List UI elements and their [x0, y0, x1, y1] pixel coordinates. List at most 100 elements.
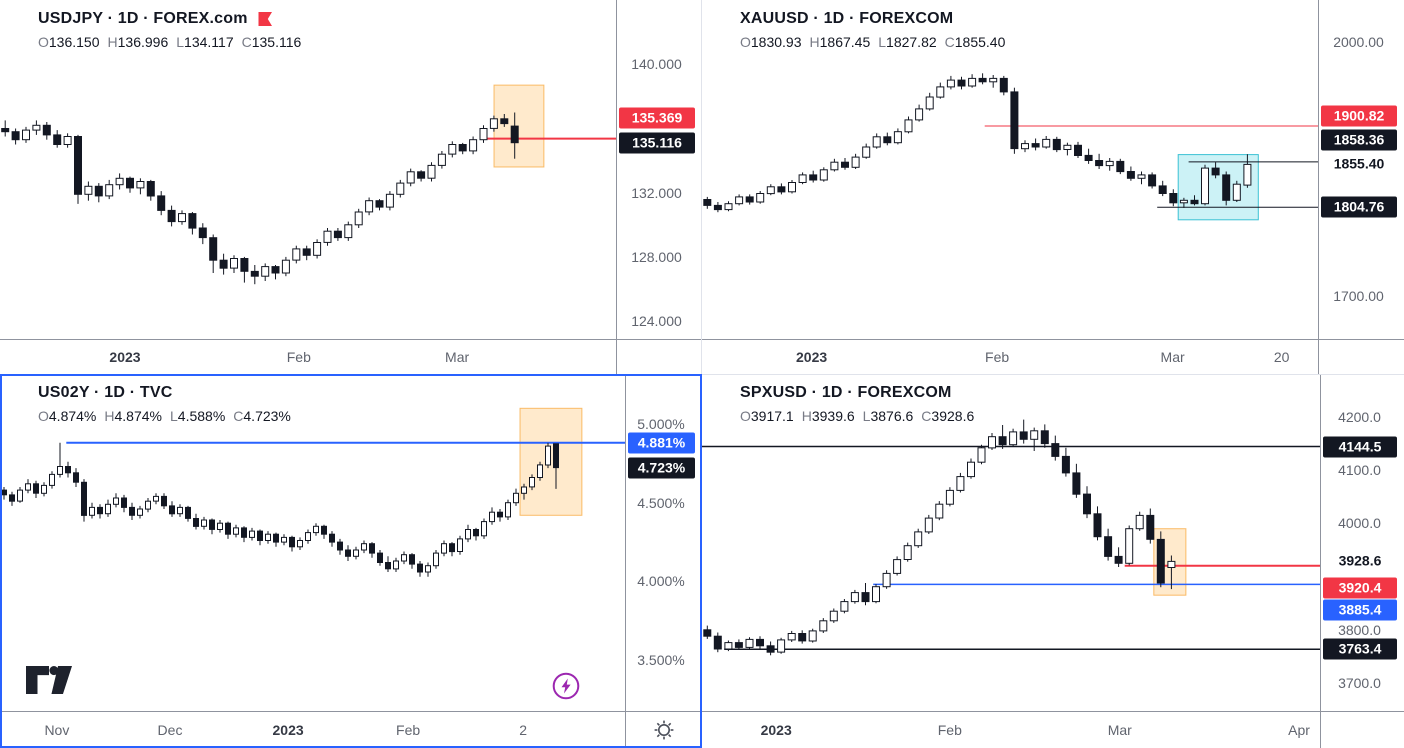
- xauusd-chart-area[interactable]: XAUUSD · 1D · FOREXCOM O 1830.93 H 1867.45…: [702, 0, 1318, 339]
- candle: [1167, 555, 1176, 590]
- candle: [1232, 180, 1241, 202]
- price-badge-white: 1855.40: [1321, 153, 1397, 175]
- price-badge-blue: 3885.4: [1323, 599, 1397, 621]
- candle: [1042, 136, 1051, 149]
- spxusd-axis-corner: [1320, 711, 1404, 748]
- candle: [385, 556, 391, 572]
- flag-icon[interactable]: [257, 11, 273, 27]
- candle: [967, 458, 975, 479]
- candle: [553, 443, 559, 489]
- candle: [113, 493, 119, 508]
- chart-panel-spxusd[interactable]: SPXUSD · 1D · FOREXCOM O 3917.1 H 3939.6 L…: [702, 374, 1404, 748]
- candle: [49, 471, 55, 489]
- candle: [177, 504, 183, 517]
- candle: [1179, 197, 1188, 208]
- xauusd-symbol-title[interactable]: XAUUSD · 1D · FOREXCOM: [740, 10, 954, 27]
- lightning-button[interactable]: [551, 671, 581, 701]
- usdjpy-chart-area[interactable]: USDJPY · 1D · FOREX.com O 136.150 H 136.99…: [0, 0, 616, 339]
- candle: [441, 540, 447, 557]
- ohlc-high-value: 3939.6: [811, 408, 855, 424]
- candle: [713, 202, 722, 213]
- ohlc-low-label: L: [169, 408, 178, 424]
- candle: [137, 505, 143, 519]
- candle: [1072, 463, 1081, 498]
- panel-divider-horizontal[interactable]: [0, 374, 1404, 375]
- price-tick-label: 4100.0: [1338, 462, 1381, 479]
- price-badge-black: 4144.5: [1323, 436, 1397, 457]
- candle: [819, 167, 828, 182]
- candle: [882, 570, 891, 589]
- price-tick-label: 132.000: [631, 184, 682, 201]
- candle: [353, 546, 359, 560]
- candle: [756, 636, 764, 649]
- candle: [257, 529, 263, 546]
- us02y-chart-area[interactable]: US02Y · 1D · TVC O 4.874% H 4.874% L 4.588%…: [0, 374, 625, 711]
- candle: [999, 75, 1008, 96]
- ohlc-close-label: C: [944, 34, 955, 50]
- candle: [129, 502, 135, 520]
- candle: [798, 630, 807, 644]
- ohlc-high-value: 4.874%: [114, 408, 162, 424]
- ohlc-close-label: C: [233, 408, 244, 424]
- candle: [505, 499, 511, 520]
- chart-panel-usdjpy[interactable]: USDJPY · 1D · FOREX.com O 136.150 H 136.99…: [0, 0, 702, 374]
- candle: [417, 561, 423, 577]
- price-badge-red: 3920.4: [1323, 577, 1397, 599]
- candle: [329, 531, 335, 547]
- candle: [851, 153, 860, 169]
- candle: [465, 524, 471, 543]
- candle: [84, 181, 93, 201]
- candle: [1084, 148, 1093, 164]
- ohlc-close-label: C: [921, 408, 932, 424]
- candle: [872, 584, 880, 604]
- candle: [369, 542, 375, 558]
- candle: [9, 491, 15, 506]
- candle: [1126, 166, 1135, 181]
- candle: [1148, 172, 1157, 189]
- gear-icon[interactable]: [653, 719, 675, 741]
- candle: [188, 212, 197, 235]
- ohlc-close-value: 135.116: [251, 34, 302, 50]
- orange-highlight-box[interactable]: [493, 84, 545, 168]
- xauusd-time-axis[interactable]: 2023 Feb Mar 20: [702, 339, 1318, 374]
- spxusd-time-axis[interactable]: 2023 Feb Mar Apr: [702, 711, 1320, 748]
- candle: [241, 526, 247, 543]
- candle: [1061, 447, 1070, 477]
- usdjpy-symbol-title[interactable]: USDJPY · 1D · FOREX.com: [38, 10, 248, 27]
- usdjpy-price-axis[interactable]: 140.000 132.000 128.000 124.000 135.369 135.1…: [616, 0, 702, 339]
- xauusd-price-axis[interactable]: 2000.00 1700.00 1900.82 1858.36 1855.40 1804.…: [1318, 0, 1404, 339]
- candle: [225, 521, 231, 539]
- candle: [11, 128, 20, 145]
- candle: [74, 134, 82, 204]
- time-tick-label: Feb: [985, 349, 1010, 365]
- tradingview-logo-icon[interactable]: [26, 666, 72, 694]
- time-tick-label: 2023: [760, 722, 792, 738]
- ohlc-low-label: L: [176, 34, 185, 50]
- price-badge-black: 1858.36: [1321, 129, 1397, 151]
- price-tick-label: 3700.0: [1338, 675, 1381, 691]
- us02y-symbol-title[interactable]: US02Y · 1D · TVC: [38, 384, 173, 401]
- candle: [337, 538, 343, 555]
- spxusd-chart-area[interactable]: SPXUSD · 1D · FOREXCOM O 3917.1 H 3939.6 L…: [702, 374, 1320, 711]
- price-badge-blue: 4.881%: [628, 432, 695, 454]
- candle: [766, 641, 775, 656]
- price-badge-white: 3928.6: [1323, 550, 1397, 572]
- candle: [998, 425, 1007, 449]
- chart-panel-us02y[interactable]: US02Y · 1D · TVC O 4.874% H 4.874% L 4.588%…: [0, 374, 702, 748]
- price-tick-label: 4200.0: [1338, 409, 1381, 425]
- us02y-price-axis[interactable]: 5.000% 4.500% 4.000% 3.500% 4.881% 4.723%: [625, 374, 702, 711]
- candle: [481, 518, 487, 539]
- candle: [53, 130, 62, 148]
- spxusd-symbol-title[interactable]: SPXUSD · 1D · FOREXCOM: [740, 384, 952, 401]
- us02y-time-axis[interactable]: Nov Dec 2023 Feb 2: [0, 711, 625, 748]
- candle: [1201, 164, 1209, 206]
- candle: [458, 142, 467, 155]
- spxusd-price-axis[interactable]: 4200.0 4100.0 4000.0 3800.0 3700.0 4144.5 3928…: [1320, 374, 1404, 711]
- price-badge-red: 1900.82: [1321, 105, 1397, 127]
- candle: [377, 550, 383, 566]
- usdjpy-ohlc-row: O 136.150 H 136.996 L 134.117 C 135.116: [38, 34, 309, 50]
- usdjpy-time-axis[interactable]: 2023 Feb Mar: [0, 339, 616, 374]
- chart-panel-xauusd[interactable]: XAUUSD · 1D · FOREXCOM O 1830.93 H 1867.45…: [702, 0, 1404, 374]
- candle: [167, 205, 176, 227]
